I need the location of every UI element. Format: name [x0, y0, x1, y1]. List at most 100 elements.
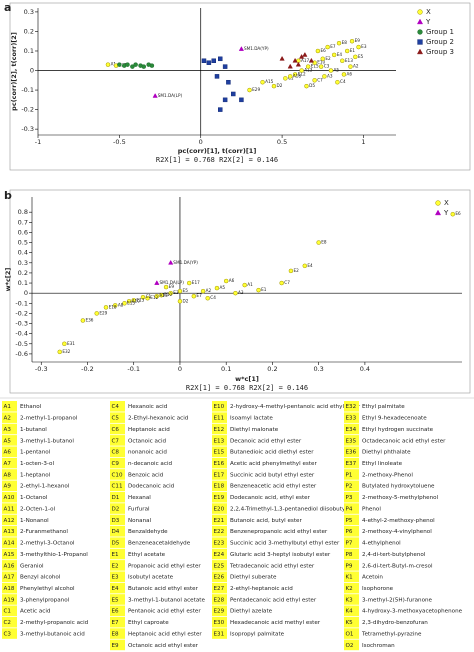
point [231, 91, 236, 97]
x-axis-label: w*c[1] [235, 375, 259, 383]
compound-name: Heptanoic acid ethyl ester [128, 631, 202, 637]
compound-code: D4 [112, 529, 120, 535]
code-cell [344, 616, 359, 628]
point [105, 62, 111, 67]
compound-name: 2-ethyl-heptanoic acid [230, 586, 293, 592]
compound-name: Ethyl palmitate [362, 404, 405, 410]
compound-code: E25 [214, 563, 225, 569]
legend-marker [435, 200, 441, 206]
compound-name: Octanoic acid ethyl ester [128, 643, 199, 649]
x-tick-label: 1 [361, 138, 365, 146]
point [103, 305, 109, 310]
code-cell [110, 628, 125, 639]
point [218, 56, 223, 62]
compound-name: Benzeneacetic acid ethyl ester [230, 484, 317, 490]
compound-name: 3-methyl-1-butanol [20, 438, 74, 444]
point-label: E8 [321, 240, 327, 245]
code-cell [110, 616, 125, 628]
compound-code: E16 [214, 461, 225, 467]
code-cell [344, 457, 359, 469]
compound-code: P4 [346, 506, 353, 512]
code-cell [110, 639, 125, 651]
compound-name: Phenylethyl alcohol [20, 586, 75, 592]
compound-code: E29 [214, 609, 225, 615]
compound-name: Tetramethyl-pyrazine [361, 631, 422, 637]
point [312, 78, 317, 83]
code-cell [212, 435, 227, 446]
compound-code: E4 [112, 586, 120, 592]
compound-code: P5 [346, 518, 353, 524]
compound-code: E3 [112, 575, 120, 581]
point [318, 64, 324, 69]
code-cell [344, 480, 359, 492]
point [279, 55, 285, 61]
point-label: E1 [261, 287, 267, 292]
point-label: E15 [311, 64, 319, 69]
code-cell [212, 616, 227, 628]
point-label: E4 [337, 52, 343, 57]
point [168, 259, 174, 265]
compound-code: K1 [346, 575, 354, 581]
code-cell [212, 605, 227, 617]
code-cell [110, 560, 125, 571]
point [205, 295, 210, 301]
code-cell [212, 446, 227, 458]
compound-name: Isopropyl palmitate [230, 631, 285, 637]
x-axis-label: pc(corr)[1], t(corr)[1] [178, 147, 257, 155]
compound-code: P6 [346, 529, 353, 535]
y-tick-label: 0.5 [18, 239, 28, 247]
point [283, 76, 288, 81]
compound-name: 2,4-di-tert-butylphenol [362, 552, 426, 558]
compound-name: Isophorone [362, 586, 394, 592]
point [340, 58, 345, 64]
compound-code: C6 [112, 427, 120, 433]
point [168, 290, 173, 296]
compound-name: 2,3-dihydro-benzofuran [362, 620, 428, 626]
point [295, 61, 301, 67]
compound-code: E10 [214, 404, 225, 410]
y-tick-label: 0 [24, 289, 28, 297]
code-cell [344, 537, 359, 548]
code-cell [344, 628, 359, 639]
point [80, 318, 86, 323]
compound-code: O1 [346, 631, 354, 637]
point-label: E2 [325, 56, 331, 61]
compound-code: A14 [4, 541, 15, 547]
compound-name: 1-butanol [20, 427, 47, 433]
point [349, 38, 355, 44]
code-cell [110, 503, 125, 514]
code-cell [2, 526, 17, 537]
point [191, 293, 197, 299]
point-label: E13 [136, 297, 144, 302]
compound-name: 2,2,4-Trimethyl-1,3-pentanediol diisobut… [230, 506, 357, 512]
compound-code: E27 [214, 586, 225, 592]
point [177, 299, 183, 304]
point [335, 79, 340, 85]
point-label: C7 [284, 280, 290, 285]
code-cell [344, 469, 359, 480]
code-cell [2, 423, 17, 435]
compound-code: A11 [4, 506, 15, 512]
compound-name: Isobutyl acetate [128, 575, 174, 581]
compound-code: K2 [346, 586, 353, 592]
point-label: E4 [307, 263, 313, 268]
point-label: A6 [347, 71, 353, 76]
point [159, 292, 164, 298]
compound-code: E34 [346, 427, 357, 433]
code-cell [110, 469, 125, 480]
point-label: E12 [298, 71, 306, 76]
compound-name: 3-methyl-2(5H)-furanone [362, 597, 433, 603]
code-cell [212, 571, 227, 583]
compound-name: 2-Furanmethanol [20, 529, 68, 535]
point [356, 44, 361, 50]
point [57, 349, 62, 355]
compound-code: E24 [214, 552, 225, 558]
compound-code: C10 [112, 472, 123, 478]
point [222, 64, 228, 69]
code-cell [110, 491, 125, 503]
code-cell [2, 401, 17, 412]
point-label: E32 [62, 349, 70, 354]
compound-name: Hexadecanoic acid methyl ester [230, 620, 321, 626]
point [112, 303, 118, 308]
